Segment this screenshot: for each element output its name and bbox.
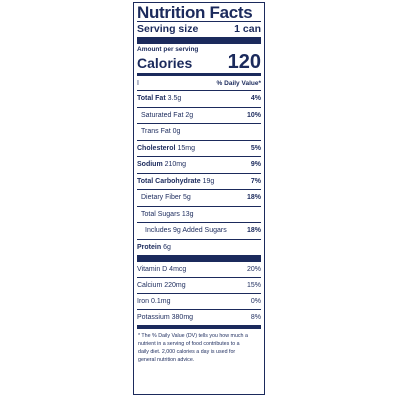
nutrient-dv: 18% [246, 194, 261, 202]
nutrient-dv: 7% [250, 177, 261, 185]
thick-divider [137, 255, 261, 262]
mineral-row-vitamin-d: Vitamin D 4mcg 20% [137, 262, 261, 278]
calories-label: Calories [137, 55, 193, 71]
footnote-line: general nutrition advice. [138, 357, 195, 363]
mineral-name: Calcium [137, 282, 163, 289]
nutrient-name: Protein [137, 243, 162, 251]
nutrient-amount: 0g [172, 128, 181, 136]
daily-value-header: I % Daily Value* [137, 76, 261, 91]
footnote-line: daily diet. 2,000 calories a day is used… [138, 349, 236, 355]
mineral-row-iron: Iron 0.1mg 0% [137, 294, 261, 310]
nutrient-row-total-fat: Total Fat 3.5g 4% [137, 91, 261, 108]
nutrient-amount: 19g [202, 177, 215, 185]
nutrient-dv: 9% [250, 161, 261, 169]
footnote-line: * The % Daily Value (DV) tells you how m… [138, 333, 248, 339]
mineral-name: Iron [137, 298, 150, 305]
nutrient-amount: 5g [183, 194, 191, 202]
nutrition-facts-label: Nutrition Facts Serving size 1 can Amoun… [133, 2, 265, 395]
calories-row: Calories 120 [137, 52, 261, 73]
nutrient-row-cholesterol: Cholesterol 15mg 5% [137, 141, 261, 157]
calories-value: 120 [227, 51, 261, 73]
nutrient-row-trans-fat: Trans Fat 0g [137, 124, 261, 141]
nutrient-row-added-sugars: Includes 9g Added Sugars 18% [137, 223, 261, 240]
thick-divider [137, 37, 261, 44]
nutrient-name: Trans Fat [141, 128, 171, 136]
nutrient-amount: 3.5g [167, 95, 182, 103]
nutrient-name: Cholesterol [137, 144, 176, 152]
nutrient-row-protein: Protein 6g [137, 240, 261, 256]
nutrient-dv: 10% [246, 111, 261, 119]
nutrient-row-sodium: Sodium 210mg 9% [137, 157, 261, 174]
mineral-dv: 8% [250, 314, 261, 321]
nutrient-name: Dietary Fiber [141, 194, 182, 202]
mineral-name: Potassium [137, 314, 170, 321]
mineral-row-potassium: Potassium 380mg 8% [137, 310, 261, 326]
nutrient-name: Includes 9g Added Sugars [145, 227, 227, 235]
mineral-row-calcium: Calcium 220mg 15% [137, 278, 261, 294]
amount-per-serving: Amount per serving [137, 46, 199, 53]
mineral-name: Vitamin D [137, 266, 168, 273]
nutrient-name: Saturated Fat [141, 111, 184, 119]
daily-value-footnote: * The % Daily Value (DV) tells you how m… [137, 332, 261, 364]
nutrient-row-total-carbohydrate: Total Carbohydrate 19g 7% [137, 174, 261, 190]
mineral-dv: 0% [250, 298, 261, 305]
serving-size-row: Serving size 1 can [137, 22, 261, 37]
nutrient-amount: 6g [163, 243, 171, 251]
mineral-amount: 0.1mg [151, 298, 171, 305]
nutrient-row-saturated-fat: Saturated Fat 2g 10% [137, 108, 261, 124]
mineral-amount: 220mg [164, 282, 186, 289]
serving-size-label: Serving size [137, 23, 199, 35]
nutrient-dv: 5% [250, 144, 261, 152]
nutrient-dv: 4% [250, 95, 261, 103]
mineral-dv: 20% [246, 266, 261, 273]
label-title: Nutrition Facts [137, 3, 253, 22]
footnote-line: nutrient in a serving of food contribute… [138, 341, 240, 347]
dv-tick: I [137, 80, 139, 87]
mineral-amount: 4mcg [169, 266, 187, 273]
nutrient-name: Total Fat [137, 95, 166, 103]
mineral-amount: 380mg [171, 314, 194, 321]
serving-size-value: 1 can [234, 23, 261, 35]
nutrient-row-dietary-fiber: Dietary Fiber 5g 18% [137, 190, 261, 207]
nutrient-name: Total Sugars [141, 210, 180, 218]
nutrient-amount: 15mg [177, 144, 195, 152]
nutrient-amount: 13g [181, 210, 194, 218]
nutrient-name: Sodium [137, 161, 163, 169]
nutrient-amount: 210mg [164, 161, 187, 169]
nutrient-name: Total Carbohydrate [137, 177, 201, 185]
daily-value-header-label: % Daily Value* [216, 80, 261, 87]
medium-divider [137, 326, 261, 329]
medium-divider [137, 73, 261, 76]
mineral-dv: 15% [246, 282, 261, 289]
nutrient-amount: 2g [185, 111, 194, 119]
divider [137, 21, 261, 22]
nutrient-dv: 18% [246, 227, 261, 235]
nutrient-row-total-sugars: Total Sugars 13g [137, 207, 261, 223]
